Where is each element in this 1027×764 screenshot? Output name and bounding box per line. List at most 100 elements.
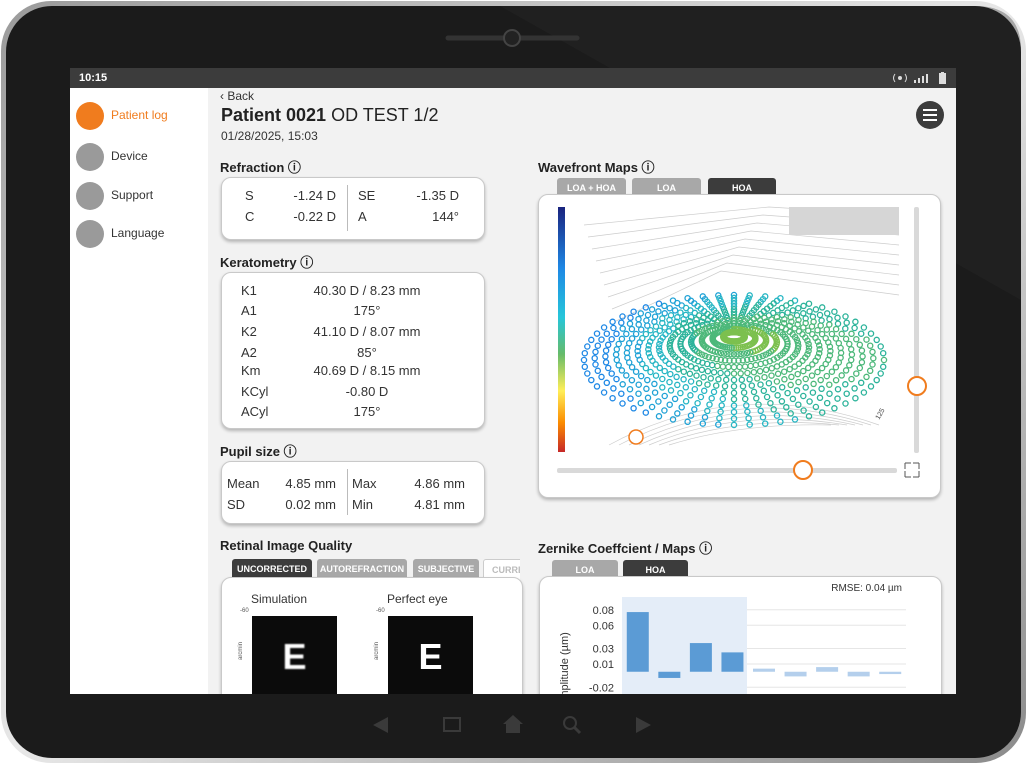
- map-point: [682, 384, 690, 391]
- map-point: [853, 335, 860, 343]
- section-title: Keratometry ⓘ: [220, 255, 314, 270]
- map-point: [687, 412, 695, 419]
- map-point: [609, 394, 616, 402]
- map-point: [619, 313, 626, 320]
- map-point: [691, 385, 699, 393]
- map-point: [661, 367, 668, 375]
- map-point: [634, 347, 641, 355]
- menu-button[interactable]: [915, 100, 945, 130]
- field-value: 175°: [353, 404, 381, 419]
- map-point: [693, 316, 700, 323]
- map-point: [762, 351, 770, 358]
- refraction-card: S -1.24 D SE -1.35 D C -0.22 D A 144°: [221, 177, 485, 240]
- map-point: [613, 346, 621, 353]
- map-point: [842, 367, 850, 374]
- nav-icon[interactable]: [76, 182, 104, 210]
- map-point: [704, 367, 712, 375]
- map-point: [877, 370, 884, 377]
- nav-item[interactable]: Patient log: [111, 108, 168, 122]
- map-point: [851, 385, 858, 392]
- field-value: 4.86 mm: [414, 476, 465, 491]
- map-point: [815, 342, 823, 349]
- map-point: [727, 350, 734, 358]
- tab[interactable]: LOA: [552, 560, 618, 580]
- map-point: [721, 357, 729, 364]
- map-point: [598, 336, 605, 343]
- back-link[interactable]: ‹ Back: [220, 89, 255, 103]
- map-point: [602, 347, 610, 354]
- map-point: [763, 393, 771, 401]
- map-point: [781, 376, 788, 383]
- nav-item[interactable]: Language: [111, 226, 165, 240]
- field-label: S: [245, 188, 254, 203]
- map-wall: [789, 207, 899, 235]
- nav-icon[interactable]: [76, 143, 104, 171]
- map-point: [752, 354, 759, 362]
- map-point: [873, 336, 880, 344]
- map-point: [805, 413, 813, 420]
- nav-icon[interactable]: [76, 102, 104, 130]
- map-point: [787, 410, 794, 417]
- map-point: [788, 373, 795, 381]
- map-point: [832, 325, 840, 333]
- grid-arc: [668, 424, 832, 446]
- map-point: [741, 395, 749, 403]
- map-point: [628, 335, 636, 342]
- map-point: [858, 359, 866, 366]
- map-point: [680, 315, 687, 323]
- map-point: [602, 353, 609, 360]
- map-point: [791, 363, 798, 370]
- map-point: [618, 367, 626, 374]
- map-point: [755, 401, 762, 408]
- patient-id: Patient 0021: [221, 105, 327, 125]
- map-point: [781, 315, 788, 323]
- map-point: [698, 366, 706, 374]
- nav-item[interactable]: Support: [111, 188, 154, 202]
- tab[interactable]: HOA: [708, 178, 776, 198]
- tab[interactable]: LOA: [632, 178, 701, 198]
- map-point: [666, 378, 673, 386]
- map-point: [680, 368, 688, 375]
- map-point: [637, 399, 645, 407]
- tab[interactable]: UNCORRECTED: [232, 559, 312, 579]
- map-point: [581, 349, 589, 357]
- map-point: [700, 387, 708, 395]
- zernike-card: RMSE: 0.04 µm 0.08 0.06 0.03 0.01 -0.02 Amplit…: [539, 576, 942, 694]
- tab[interactable]: AUTOREFRACTION: [317, 559, 407, 579]
- map-point: [818, 364, 826, 372]
- tab[interactable]: SUBJECTIVE: [413, 559, 479, 579]
- map-point: [860, 324, 868, 331]
- map-point: [818, 304, 826, 311]
- map-point: [752, 361, 760, 369]
- map-point: [627, 395, 634, 402]
- map-point: [808, 372, 816, 379]
- field-label: SD: [227, 497, 246, 512]
- map-point: [762, 335, 770, 343]
- map-point: [695, 379, 703, 387]
- field-label: K1: [241, 283, 257, 298]
- nav-item[interactable]: Device: [111, 149, 148, 163]
- map-point: [684, 418, 691, 426]
- section-title: Zernike Coeffcient / Maps ⓘ: [538, 541, 713, 556]
- map-point: [719, 363, 727, 370]
- map-point: [635, 381, 642, 388]
- map-point: [661, 407, 668, 414]
- slider-knob[interactable]: [907, 376, 927, 396]
- map-point: [610, 385, 617, 392]
- grid-arc: [658, 422, 840, 446]
- map-point: [644, 311, 652, 319]
- axis-tick: -60: [376, 608, 385, 614]
- map-point: [826, 321, 833, 328]
- tab[interactable]: LOA + HOA: [557, 178, 626, 198]
- map-point: [870, 354, 877, 362]
- nav-icon[interactable]: [76, 220, 104, 248]
- panel-label: Perfect eye: [387, 592, 448, 606]
- map-point: [675, 365, 682, 373]
- map-point: [814, 368, 821, 376]
- y-tick-label: -0.02: [589, 682, 614, 694]
- tab[interactable]: HOA: [623, 560, 688, 580]
- map-point: [786, 322, 793, 330]
- map-point: [717, 349, 725, 357]
- zernike-tabs: LOA HOA: [552, 560, 692, 582]
- map-point: [645, 342, 653, 349]
